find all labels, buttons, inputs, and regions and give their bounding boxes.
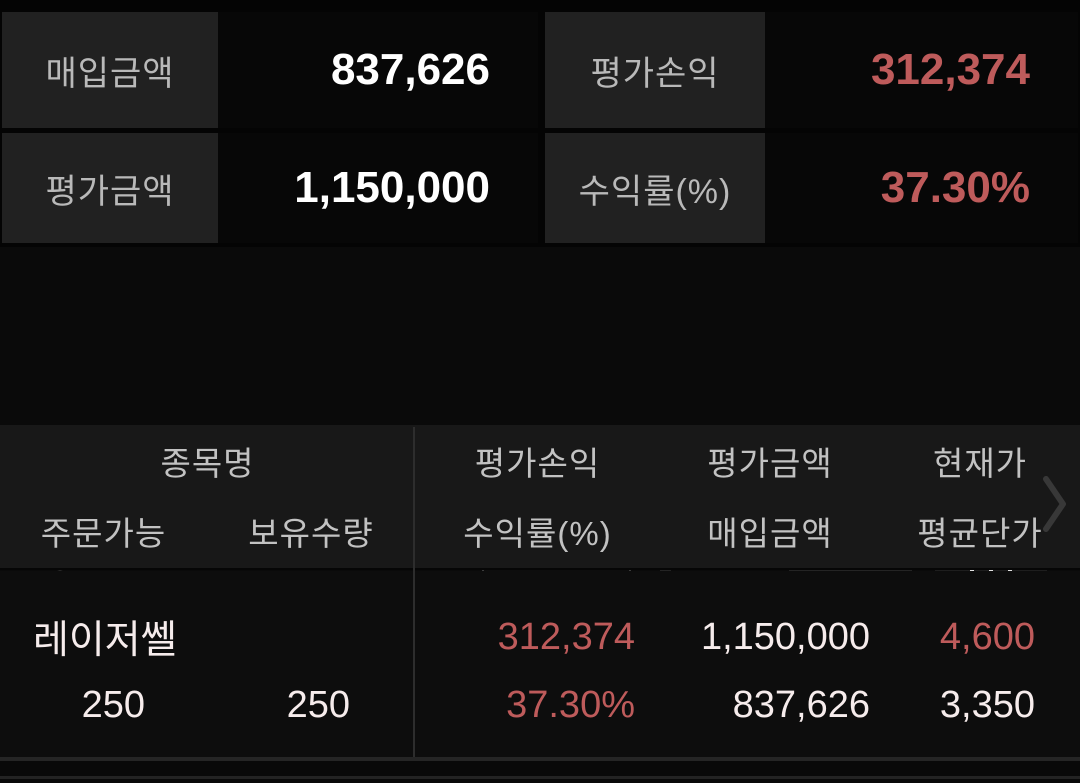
- header-stock-name: 종목명: [160, 445, 255, 482]
- stock-row[interactable]: 레이저쎌 312,374 1,150,000 4,600 250 250 37.…: [0, 571, 1080, 757]
- table-header: 종목명 평가손익 평가금액 현재가 주문가능 보유수량 수익률(%) 매입금액 …: [0, 425, 1080, 570]
- controls-bar: 매매비용 통합 합산 개별: [0, 247, 1080, 637]
- return-rate-cell: 37.30%: [506, 683, 635, 726]
- summary-gap: [538, 133, 545, 243]
- eval-amount-cell: 1,150,000: [700, 615, 870, 658]
- purchase-amount-label: 매입금액: [2, 12, 218, 128]
- header-purchase-amount: 매입금액: [707, 515, 833, 552]
- purchase-amount-cell: 837,626: [732, 683, 870, 726]
- return-rate-value: 37.30%: [765, 133, 1078, 243]
- column-divider: [413, 427, 415, 757]
- current-price-cell: 4,600: [939, 615, 1035, 658]
- header-eval-amount: 평가금액: [707, 445, 833, 482]
- table-body-background: [0, 571, 1080, 757]
- bottom-band: [0, 761, 1080, 783]
- bottom-line: [0, 776, 1080, 779]
- orderable-qty-cell: 250: [81, 683, 145, 726]
- row-separator: [0, 757, 1080, 761]
- summary-gap: [538, 12, 545, 128]
- stock-name: 레이저쎌: [33, 619, 177, 662]
- eval-profit-cell: 312,374: [497, 615, 635, 658]
- header-avg-price: 평균단가: [917, 515, 1043, 552]
- purchase-amount-value: 837,626: [218, 12, 538, 128]
- holding-qty-cell: 250: [286, 683, 350, 726]
- eval-amount-value: 1,150,000: [218, 133, 538, 243]
- avg-price-cell: 3,350: [939, 683, 1035, 726]
- header-orderable: 주문가능: [40, 515, 167, 552]
- header-return-rate: 수익률(%): [463, 515, 612, 552]
- return-rate-label: 수익률(%): [545, 133, 765, 243]
- chevron-right-icon[interactable]: [1042, 473, 1068, 540]
- header-eval-profit: 평가손익: [474, 445, 601, 482]
- eval-amount-label: 평가금액: [2, 133, 218, 243]
- summary-grid: 매입금액 837,626 평가손익 312,374 평가금액 1,150,000…: [2, 12, 1078, 243]
- header-holdings: 보유수량: [248, 515, 374, 552]
- eval-profit-label: 평가손익: [545, 12, 765, 128]
- header-current-price: 현재가: [932, 445, 1028, 482]
- eval-profit-value: 312,374: [765, 12, 1078, 128]
